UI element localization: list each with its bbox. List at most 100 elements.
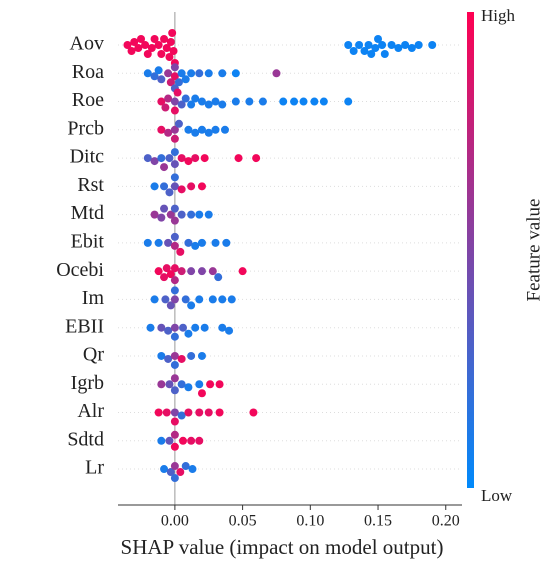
shap-dot xyxy=(204,210,213,219)
feature-label: Prcb xyxy=(67,117,104,139)
shap-dot xyxy=(165,380,174,389)
shap-dot xyxy=(165,154,174,163)
shap-dot xyxy=(208,267,217,276)
shap-dot xyxy=(170,63,179,72)
shap-dot xyxy=(150,295,159,304)
shap-dot xyxy=(200,323,209,332)
shap-dot xyxy=(165,188,174,197)
shap-dot xyxy=(166,301,175,310)
shap-dot xyxy=(197,267,206,276)
shap-dot xyxy=(401,41,410,49)
x-tick-label: 0.05 xyxy=(229,513,257,530)
x-tick-label: 0.15 xyxy=(364,513,392,530)
shap-dot xyxy=(146,323,155,332)
shap-dot xyxy=(200,154,209,163)
shap-dot xyxy=(188,465,197,474)
feature-label: Mtd xyxy=(71,202,104,224)
shap-dot xyxy=(222,238,231,247)
shap-dot xyxy=(374,35,383,43)
shap-dot xyxy=(187,436,196,445)
shap-dot xyxy=(160,35,169,43)
feature-label: Im xyxy=(82,287,105,309)
shap-dot xyxy=(165,53,174,61)
shap-dot xyxy=(177,69,186,78)
shap-dot xyxy=(177,380,186,389)
shap-dot xyxy=(170,182,179,191)
shap-dot xyxy=(157,351,166,360)
shap-dot xyxy=(367,50,376,58)
shap-dot xyxy=(197,97,206,106)
shap-dot xyxy=(141,41,150,49)
shap-dot xyxy=(187,100,196,109)
shap-dot xyxy=(164,128,173,137)
shap-dot xyxy=(173,88,182,97)
shap-dot xyxy=(170,125,179,134)
shap-dot xyxy=(177,185,186,194)
shap-dot xyxy=(150,35,159,43)
shap-dot xyxy=(170,360,179,369)
shap-dot xyxy=(166,468,175,477)
x-axis-label: SHAP value (impact on model output) xyxy=(121,535,444,559)
shap-dot xyxy=(349,47,358,55)
shap-dot xyxy=(170,323,179,332)
shap-dot xyxy=(195,408,204,417)
shap-dot xyxy=(170,332,179,341)
shap-dot xyxy=(197,182,206,191)
shap-dot xyxy=(170,232,179,241)
shap-dot xyxy=(169,47,178,55)
shap-dot xyxy=(170,134,179,143)
shap-dot xyxy=(157,154,166,163)
feature-label: Sdtd xyxy=(67,428,104,450)
shap-dot xyxy=(234,154,243,163)
shap-dot xyxy=(187,351,196,360)
shap-dot xyxy=(220,125,229,134)
shap-dot xyxy=(187,210,196,219)
shap-dot xyxy=(364,41,373,49)
shap-dot xyxy=(143,238,152,247)
shap-dot xyxy=(195,295,204,304)
shap-dot xyxy=(150,72,159,81)
shap-dot xyxy=(150,210,159,219)
shap-dot xyxy=(174,78,183,87)
shap-dot xyxy=(179,323,188,332)
shap-dot xyxy=(227,295,236,304)
shap-dot xyxy=(170,295,179,304)
feature-label: Ditc xyxy=(70,146,105,168)
feature-label: Roe xyxy=(72,89,104,111)
shap-dot xyxy=(238,267,247,276)
shap-dot xyxy=(166,78,175,87)
shap-dot xyxy=(130,38,139,46)
shap-dot xyxy=(164,69,173,78)
shap-dot xyxy=(197,125,206,134)
shap-dot xyxy=(166,270,175,279)
shap-dot xyxy=(191,154,200,163)
shap-dot xyxy=(170,264,179,273)
shap-dot xyxy=(195,380,204,389)
shap-dot xyxy=(181,462,190,471)
shap-dot xyxy=(150,157,159,166)
shap-dot xyxy=(181,75,190,84)
shap-dot xyxy=(177,210,186,219)
shap-dot xyxy=(197,351,206,360)
shap-dot xyxy=(170,408,179,417)
x-tick-label: 0.10 xyxy=(296,513,324,530)
shap-dot xyxy=(164,94,173,103)
shap-dot xyxy=(170,106,179,115)
feature-label: Ocebi xyxy=(56,259,104,281)
shap-dot xyxy=(187,301,196,310)
shap-dot xyxy=(204,100,213,109)
feature-label: Ebit xyxy=(71,230,105,252)
shap-dot xyxy=(211,238,220,247)
shap-dot xyxy=(428,41,437,49)
shap-dot xyxy=(371,44,380,52)
shap-dot xyxy=(344,41,353,49)
shap-dot xyxy=(157,75,166,84)
x-tick-label: 0.20 xyxy=(432,513,460,530)
shap-dot xyxy=(174,119,183,128)
shap-dot xyxy=(191,241,200,250)
shap-dot xyxy=(170,72,179,81)
shap-dot xyxy=(187,267,196,276)
shap-dot xyxy=(170,351,179,360)
shap-dot xyxy=(344,97,353,106)
